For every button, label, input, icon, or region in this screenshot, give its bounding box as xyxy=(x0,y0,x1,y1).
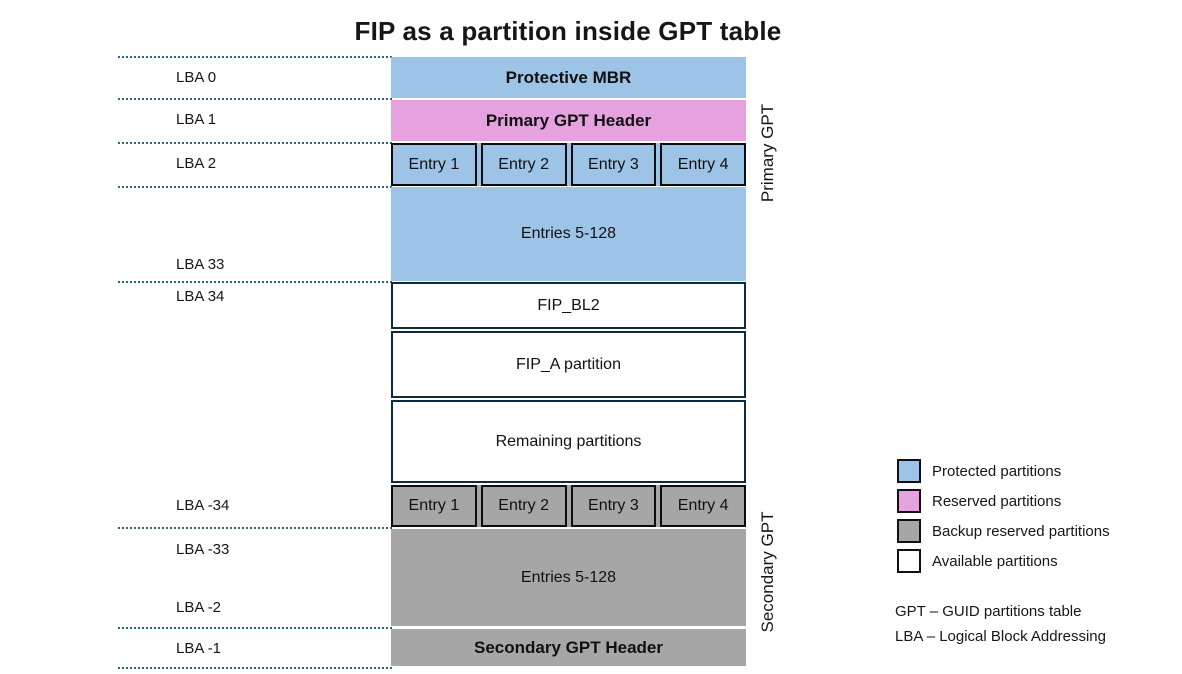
primary-entry-row: Entry 1 Entry 2 Entry 3 Entry 4 xyxy=(391,143,746,186)
legend-item-protected: Protected partitions xyxy=(897,459,1110,483)
legend-item-backup: Backup reserved partitions xyxy=(897,519,1110,543)
available-swatch-icon xyxy=(897,549,921,573)
primary-entry-3: Entry 3 xyxy=(570,143,657,186)
legend-item-reserved: Reserved partitions xyxy=(897,489,1110,513)
lba-boundary-line xyxy=(118,667,392,669)
primary-entry-2: Entry 2 xyxy=(480,143,567,186)
block-fip-a-partition: FIP_A partition xyxy=(391,331,746,398)
lba-label-33: LBA 33 xyxy=(176,256,225,273)
lba-boundary-line xyxy=(118,186,392,188)
lba-boundary-line xyxy=(118,142,392,144)
block-protective-mbr: Protective MBR xyxy=(391,57,746,98)
side-label-primary-gpt: Primary GPT xyxy=(758,103,777,203)
block-secondary-gpt-header: Secondary GPT Header xyxy=(391,629,746,666)
note-gpt-abbreviation: GPT – GUID partitions table xyxy=(895,603,1082,620)
legend-item-available: Available partitions xyxy=(897,549,1110,573)
lba-boundary-line xyxy=(118,281,392,283)
secondary-entry-2: Entry 2 xyxy=(480,485,567,527)
secondary-entry-row: Entry 1 Entry 2 Entry 3 Entry 4 xyxy=(391,485,746,527)
block-fip-bl2: FIP_BL2 xyxy=(391,282,746,329)
lba-boundary-line xyxy=(118,56,392,58)
secondary-entry-1: Entry 1 xyxy=(391,485,477,527)
secondary-entry-4: Entry 4 xyxy=(660,485,746,527)
lba-boundary-line xyxy=(118,527,392,529)
lba-label-neg2: LBA -2 xyxy=(176,599,222,616)
secondary-entry-3: Entry 3 xyxy=(570,485,657,527)
side-label-secondary-gpt: Secondary GPT xyxy=(758,511,777,633)
diagram-title: FIP as a partition inside GPT table xyxy=(354,16,782,46)
block-primary-gpt-header: Primary GPT Header xyxy=(391,100,746,141)
legend-label: Reserved partitions xyxy=(932,492,1062,510)
legend-label: Backup reserved partitions xyxy=(932,522,1110,540)
reserved-swatch-icon xyxy=(897,489,921,513)
legend-label: Protected partitions xyxy=(932,462,1062,480)
lba-label-2: LBA 2 xyxy=(176,155,217,172)
lba-label-neg1: LBA -1 xyxy=(176,640,222,657)
block-primary-entries-5-128: Entries 5-128 xyxy=(391,187,746,281)
protected-swatch-icon xyxy=(897,459,921,483)
primary-entry-1: Entry 1 xyxy=(391,143,477,186)
legend: Protected partitions Reserved partitions… xyxy=(897,459,1110,580)
primary-entry-4: Entry 4 xyxy=(660,143,746,186)
lba-label-neg34: LBA -34 xyxy=(176,497,230,514)
lba-label-0: LBA 0 xyxy=(176,69,217,86)
block-secondary-entries-5-128: Entries 5-128 xyxy=(391,529,746,626)
lba-boundary-line xyxy=(118,627,392,629)
lba-label-neg33: LBA -33 xyxy=(176,541,230,558)
note-lba-abbreviation: LBA – Logical Block Addressing xyxy=(895,628,1106,645)
lba-boundary-line xyxy=(118,98,392,100)
lba-label-34: LBA 34 xyxy=(176,288,225,305)
block-remaining-partitions: Remaining partitions xyxy=(391,400,746,483)
lba-label-1: LBA 1 xyxy=(176,111,217,128)
backup-swatch-icon xyxy=(897,519,921,543)
legend-label: Available partitions xyxy=(932,552,1058,570)
